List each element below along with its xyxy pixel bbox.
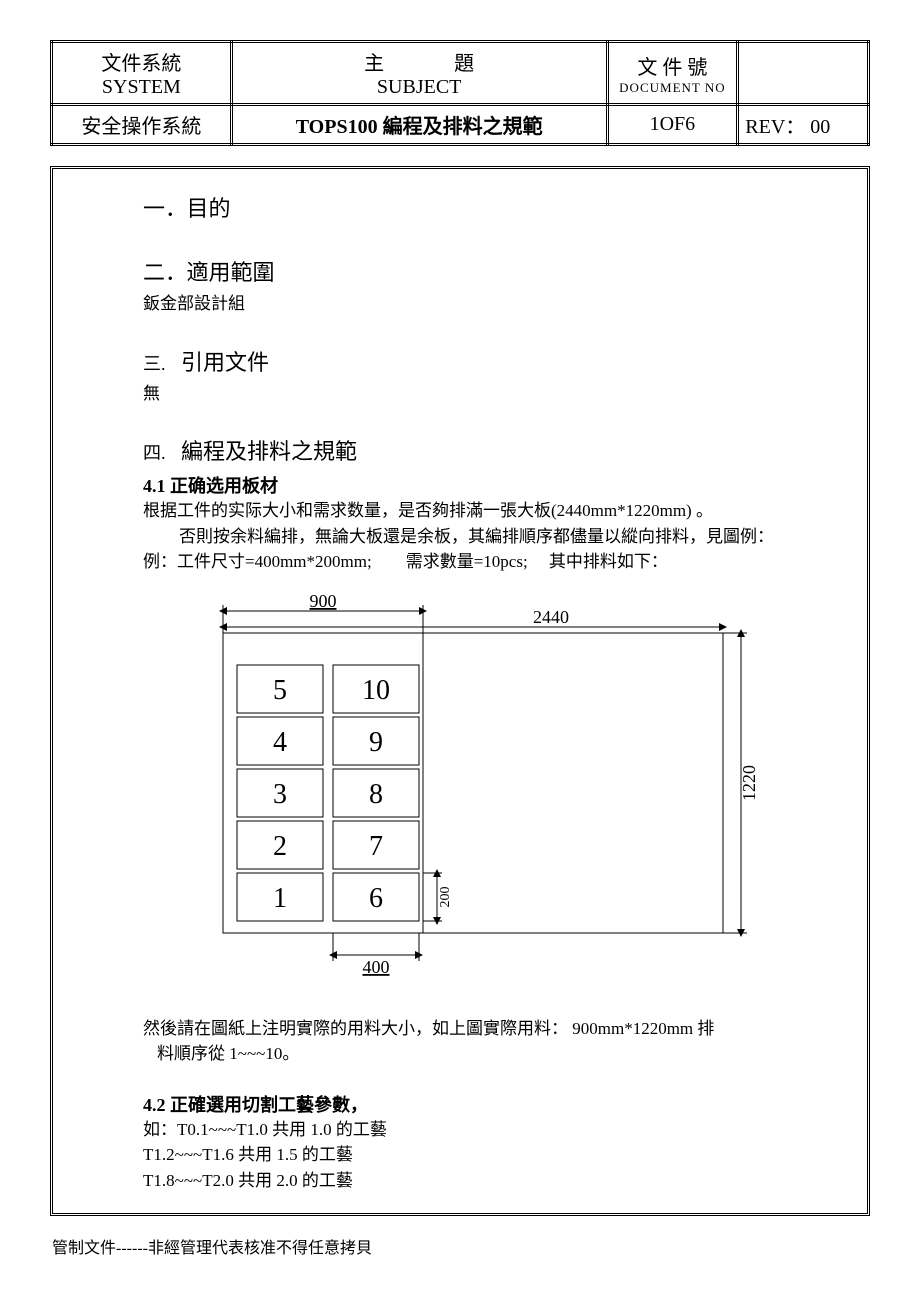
- section-4-2-l1: 如：T0.1~~~T1.0 共用 1.0 的工藝: [143, 1117, 807, 1143]
- hdr-col4-blank: [738, 42, 869, 105]
- section-4-heading: 四.編程及排料之規範: [143, 434, 807, 466]
- hdr-col2-cjk: 主 題: [239, 47, 600, 76]
- section-4-1-heading: 4.1 正确选用板材: [143, 472, 807, 498]
- section-4-2-heading: 4.2 正確選用切割工藝參數，: [143, 1091, 807, 1117]
- svg-text:900: 900: [310, 593, 337, 611]
- hdr-col1-cjk: 文件系統: [59, 47, 224, 76]
- section-4-2-l2: T1.2~~~T1.6 共用 1.5 的工藝: [143, 1142, 807, 1168]
- nesting-diagram-svg: 5 10 4 9 3 8 2 7 1 6 900 2440 1220 400 200: [183, 593, 763, 993]
- hdr-col1: 文件系統 SYSTEM: [52, 42, 232, 105]
- hdr2-col3: 1OF6: [607, 105, 738, 145]
- svg-text:400: 400: [363, 957, 390, 977]
- doc-header-table: 文件系統 SYSTEM 主 題 SUBJECT 文 件 號 DOCUMENT N…: [50, 40, 870, 146]
- svg-text:4: 4: [273, 727, 287, 758]
- svg-text:3: 3: [273, 779, 287, 810]
- nesting-diagram: 5 10 4 9 3 8 2 7 1 6 900 2440 1220 400 200: [183, 593, 807, 998]
- section-4-1-p2: 否則按余料編排，無論大板還是余板，其編排順序都儘量以縱向排料，見圖例：: [143, 524, 807, 550]
- svg-text:1220: 1220: [739, 765, 759, 801]
- section-3-body: 無: [143, 381, 807, 407]
- hdr2-col4: REV： 00: [738, 105, 869, 145]
- section-4-1-p1: 根据工件的实际大小和需求数量，是否夠排滿一張大板(2440mm*1220mm) …: [143, 498, 807, 524]
- hdr-col2-en: SUBJECT: [239, 76, 600, 99]
- svg-text:6: 6: [369, 883, 383, 914]
- section-3-heading: 三.引用文件: [143, 345, 807, 377]
- section-2-heading: 二． 適用範圍: [143, 255, 807, 287]
- svg-text:5: 5: [273, 675, 287, 706]
- svg-text:2440: 2440: [533, 607, 569, 627]
- section-4-1-after2: 料順序從 1~~~10。: [143, 1041, 807, 1067]
- section-4-2-l3: T1.8~~~T2.0 共用 2.0 的工藝: [143, 1168, 807, 1194]
- section-2-body: 鈑金部設計組: [143, 291, 807, 317]
- section-1-heading: 一． 目的: [143, 191, 807, 223]
- doc-footer: 管制文件------非經管理代表核准不得任意拷貝: [50, 1234, 870, 1258]
- svg-text:1: 1: [273, 883, 287, 914]
- hdr-col2: 主 題 SUBJECT: [231, 42, 607, 105]
- hdr-col1-en: SYSTEM: [59, 76, 224, 99]
- svg-text:9: 9: [369, 727, 383, 758]
- section-4-1-after1: 然後請在圖紙上注明實際的用料大小，如上圖實際用料： 900mm*1220mm 排: [143, 1016, 807, 1042]
- hdr2-col2: TOPS100 編程及排料之規範: [231, 105, 607, 145]
- svg-text:7: 7: [369, 831, 383, 862]
- svg-text:2: 2: [273, 831, 287, 862]
- svg-text:8: 8: [369, 779, 383, 810]
- doc-body-frame: 一． 目的 二． 適用範圍 鈑金部設計組 三.引用文件 無 四.編程及排料之規範…: [50, 166, 870, 1216]
- hdr-col3-cjk: 文 件 號: [615, 51, 731, 80]
- svg-text:200: 200: [438, 886, 453, 907]
- svg-text:10: 10: [362, 675, 390, 706]
- hdr-col3-en: DOCUMENT NO: [615, 80, 731, 96]
- hdr-col3: 文 件 號 DOCUMENT NO: [607, 42, 738, 105]
- section-4-1-p3: 例：工件尺寸=400mm*200mm; 需求數量=10pcs; 其中排料如下：: [143, 549, 807, 575]
- hdr2-col1: 安全操作系統: [52, 105, 232, 145]
